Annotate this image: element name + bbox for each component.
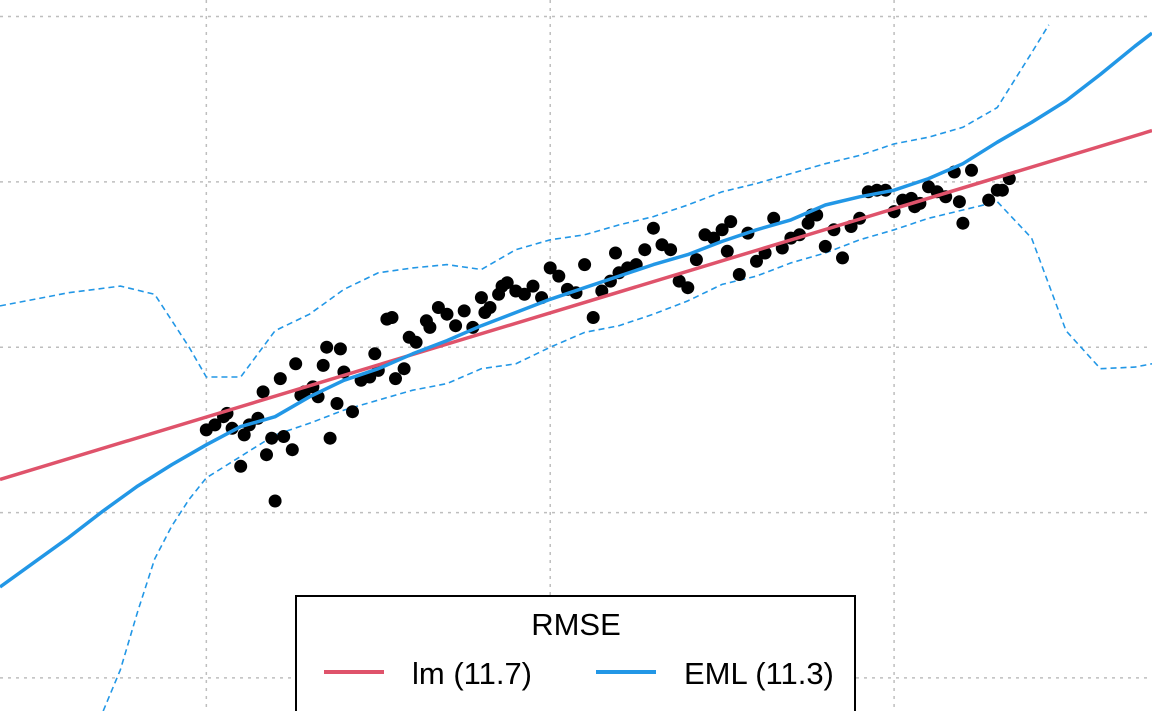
data-point [316, 358, 330, 372]
eml-band-upper [0, 24, 1050, 378]
eml-line [0, 31, 1152, 589]
eml-band-lower [102, 200, 1152, 711]
data-point [715, 223, 729, 237]
data-point [474, 291, 488, 305]
legend-title: RMSE [531, 607, 621, 642]
legend: RMSE lm (11.7) EML (11.3) [295, 595, 856, 711]
data-point [385, 311, 399, 324]
data-point [552, 269, 566, 283]
data-point [483, 301, 497, 314]
data-point [330, 397, 344, 410]
data-point [208, 418, 222, 432]
data-point [952, 195, 966, 209]
data-point [256, 385, 270, 399]
data-point [323, 431, 337, 445]
data-point [265, 431, 279, 445]
fit-lines [0, 31, 1152, 589]
data-point [681, 281, 695, 295]
data-point [586, 311, 600, 324]
data-point [720, 244, 734, 258]
legend-label-eml: EML (11.3) [684, 656, 834, 691]
data-point [500, 276, 514, 290]
data-point [333, 342, 347, 356]
data-point [724, 215, 738, 229]
data-point [689, 253, 703, 267]
data-point [595, 284, 609, 298]
lm-line [0, 128, 1152, 482]
data-point [517, 287, 531, 301]
eml-interval-band [0, 24, 1152, 711]
data-point [260, 448, 273, 462]
data-point [995, 183, 1009, 197]
data-point [320, 340, 334, 354]
data-point [750, 254, 763, 268]
data-point [409, 335, 423, 349]
data-point [423, 320, 437, 334]
data-point [609, 246, 622, 260]
data-point [818, 239, 832, 253]
data-point [965, 163, 978, 177]
data-point [449, 319, 463, 333]
data-point [836, 251, 849, 265]
data-points [199, 163, 1016, 508]
data-point [526, 279, 540, 293]
data-point [397, 362, 411, 376]
data-point [457, 304, 471, 318]
data-point [234, 459, 248, 473]
data-point [578, 258, 592, 272]
data-point [285, 443, 299, 457]
legend-box [295, 595, 856, 711]
data-point [767, 211, 781, 225]
data-point [956, 216, 970, 230]
data-point [638, 243, 652, 257]
data-point [389, 372, 402, 386]
data-point [289, 357, 303, 371]
data-point [732, 268, 746, 281]
data-point [440, 307, 454, 321]
data-point [646, 221, 660, 235]
data-point [543, 261, 557, 275]
data-point [346, 405, 359, 419]
data-point [277, 430, 291, 443]
data-point [664, 243, 678, 257]
data-point [707, 231, 721, 245]
data-point [273, 372, 287, 386]
data-point [368, 347, 382, 361]
data-point [268, 494, 282, 508]
data-point [237, 428, 251, 442]
data-point [982, 193, 996, 207]
legend-label-lm: lm (11.7) [412, 656, 532, 691]
